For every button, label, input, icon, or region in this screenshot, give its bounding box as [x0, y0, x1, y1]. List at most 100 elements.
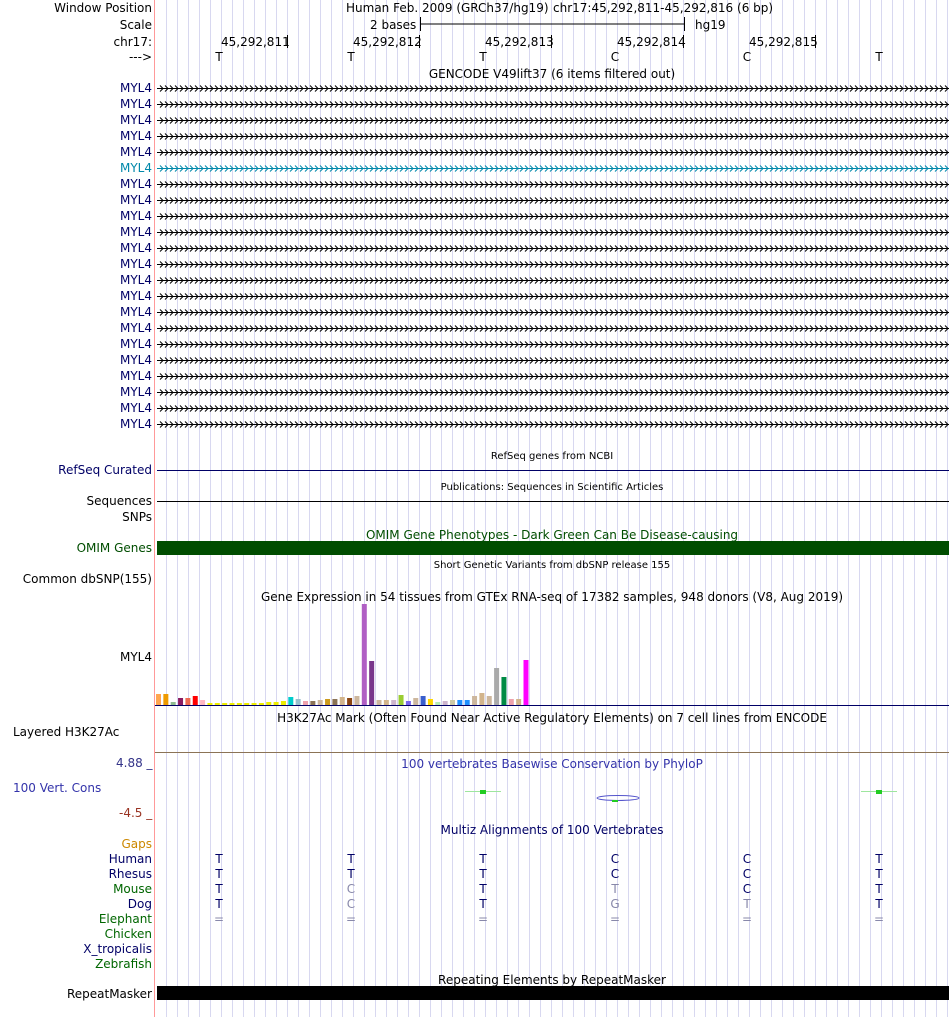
alignment-base: T	[347, 852, 355, 866]
gtex-label[interactable]: MYL4	[119, 650, 152, 664]
gtex-tissue-bar	[214, 703, 220, 705]
gtex-tissue-bar	[280, 701, 286, 705]
position-label: 45,292,815	[749, 35, 818, 49]
gencode-transcript	[157, 405, 949, 412]
phylop-mark	[612, 800, 618, 802]
alignment-base: T	[215, 852, 223, 866]
gencode-transcript	[157, 309, 949, 316]
pubs-title: Publications: Sequences in Scientific Ar…	[440, 482, 664, 493]
alignment-base: =	[213, 912, 225, 926]
gencode-transcript	[157, 165, 949, 172]
gtex-tissue-bar	[405, 701, 411, 705]
ruler-ticks	[287, 35, 816, 48]
species-label[interactable]: Mouse	[113, 882, 152, 896]
species-label[interactable]: Zebrafish	[95, 957, 152, 971]
gtex-tissue-bar	[354, 696, 360, 705]
gtex-tissue-bar	[156, 694, 161, 705]
gtex-tissue-bar	[398, 695, 404, 705]
pubs-label[interactable]: Sequences	[86, 494, 152, 508]
gencode-item-label[interactable]: MYL4	[119, 353, 152, 367]
gtex-tissue-bar	[185, 698, 191, 705]
repeatmasker-title: Repeating Elements by RepeatMasker	[438, 973, 666, 987]
alignment-base: C	[610, 867, 620, 881]
position-label: 45,292,811	[221, 35, 290, 49]
base-letter: T	[875, 50, 883, 64]
dbsnp-title: Short Genetic Variants from dbSNP releas…	[433, 560, 671, 571]
gtex-tissue-bar	[369, 661, 375, 705]
gencode-item-label[interactable]: MYL4	[119, 401, 152, 415]
base-letter: T	[479, 50, 487, 64]
alignment-base: =	[609, 912, 621, 926]
gencode-transcript	[157, 117, 949, 124]
gtex-tissue-bar	[442, 701, 448, 705]
gtex-tissue-bar	[501, 677, 507, 705]
gtex-tissue-bar	[479, 693, 485, 705]
alignment-base: =	[345, 912, 357, 926]
gencode-item-label[interactable]: MYL4	[119, 97, 152, 111]
species-label[interactable]: X_tropicalis	[83, 942, 152, 956]
gtex-tissue-bar	[236, 703, 242, 705]
species-label[interactable]: Elephant	[98, 912, 152, 926]
gencode-item-label[interactable]: MYL4	[119, 321, 152, 335]
gtex-tissue-bar	[332, 699, 338, 705]
dbsnp-label[interactable]: Common dbSNP(155)	[22, 572, 152, 586]
omim-title: OMIM Gene Phenotypes - Dark Green Can Be…	[365, 528, 739, 542]
gencode-item-label[interactable]: MYL4	[119, 193, 152, 207]
alignment-base: C	[742, 867, 752, 881]
species-label[interactable]: Human	[108, 852, 152, 866]
omim-label[interactable]: OMIM Genes	[76, 541, 152, 555]
base-letter: T	[347, 50, 355, 64]
snps-label[interactable]: SNPs	[122, 510, 152, 524]
gencode-item-label[interactable]: MYL4	[119, 385, 152, 399]
gencode-item-label[interactable]: MYL4	[119, 161, 152, 175]
gencode-item-label[interactable]: MYL4	[119, 417, 152, 431]
window-position-label: Window Position	[54, 1, 152, 15]
gtex-tissue-bar	[450, 700, 455, 705]
position-label: 45,292,812	[353, 35, 422, 49]
gencode-transcript	[157, 181, 949, 188]
phylop-max: 4.88 _	[116, 756, 153, 770]
gtex-tissue-bar	[516, 699, 522, 705]
species-label[interactable]: Rhesus	[108, 867, 152, 881]
gencode-item-label[interactable]: MYL4	[119, 257, 152, 271]
gencode-item-label[interactable]: MYL4	[119, 273, 152, 287]
gencode-transcript	[157, 133, 949, 140]
phylop-label[interactable]: 100 Vert. Cons	[13, 781, 102, 795]
gencode-item-label[interactable]: MYL4	[119, 145, 152, 159]
gencode-item-label[interactable]: MYL4	[119, 81, 152, 95]
gencode-transcript	[157, 197, 949, 204]
species-label[interactable]: Chicken	[104, 927, 152, 941]
gencode-item-label[interactable]: MYL4	[119, 241, 152, 255]
species-label[interactable]: Dog	[127, 897, 152, 911]
gtex-tissue-bar	[317, 700, 323, 705]
gencode-item-label[interactable]: MYL4	[119, 225, 152, 239]
position-label: 45,292,813	[485, 35, 554, 49]
alignment-base: T	[215, 867, 223, 881]
gencode-item-label[interactable]: MYL4	[119, 289, 152, 303]
gencode-transcript	[157, 373, 949, 380]
gencode-transcript	[157, 261, 949, 268]
gencode-transcript	[157, 421, 949, 428]
gencode-item-label[interactable]: MYL4	[119, 177, 152, 191]
alignment-base: T	[479, 867, 487, 881]
scale-label: Scale	[119, 18, 152, 32]
gtex-tissue-bar	[325, 699, 331, 705]
gencode-item-label[interactable]: MYL4	[119, 305, 152, 319]
chrom-label: chr17:	[113, 35, 152, 49]
gtex-tissue-bar	[244, 703, 250, 705]
gencode-item-label[interactable]: MYL4	[119, 129, 152, 143]
gencode-transcript	[157, 277, 949, 284]
gtex-tissue-bar	[457, 700, 463, 705]
gencode-item-label[interactable]: MYL4	[119, 209, 152, 223]
repeatmasker-label[interactable]: RepeatMasker	[66, 987, 152, 1001]
refseq-label[interactable]: RefSeq Curated	[58, 463, 152, 477]
gencode-item-label[interactable]: MYL4	[119, 113, 152, 127]
gencode-item-label[interactable]: MYL4	[119, 337, 152, 351]
gtex-tissue-bar	[420, 696, 426, 705]
h3k27ac-label[interactable]: Layered H3K27Ac	[13, 725, 120, 739]
alignment-base: =	[477, 912, 489, 926]
phylop-marks	[465, 790, 897, 802]
gencode-item-label[interactable]: MYL4	[119, 369, 152, 383]
